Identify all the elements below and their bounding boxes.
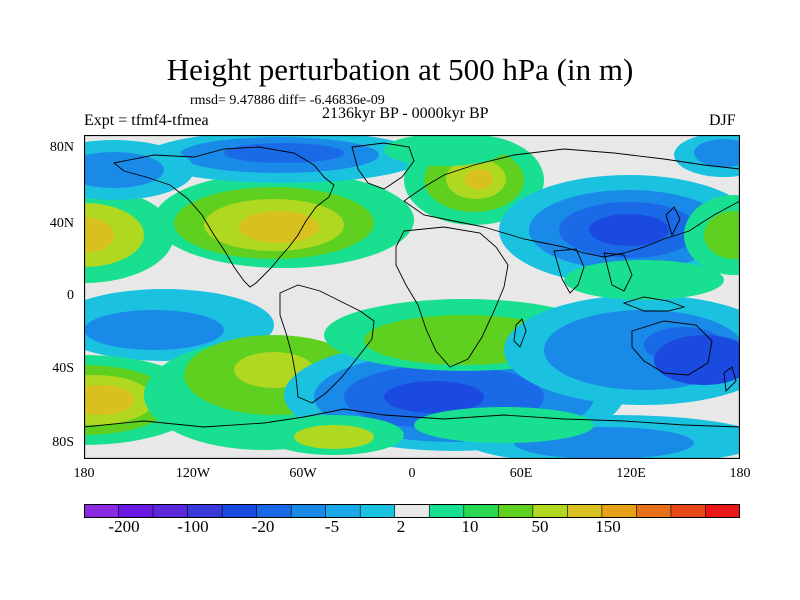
colorbar-cell xyxy=(532,504,569,518)
season-label: DJF xyxy=(709,112,736,129)
colorbar xyxy=(84,504,740,518)
lat-tick-80n: 80N xyxy=(49,140,74,155)
contour-region xyxy=(84,217,114,253)
contour-region xyxy=(589,214,669,246)
colorbar-label-1: -200 xyxy=(108,517,140,536)
colorbar-cell xyxy=(325,504,362,518)
coastlines xyxy=(84,142,740,428)
colorbar-cell xyxy=(187,504,223,518)
contour-region xyxy=(704,211,740,259)
colorbar-cell xyxy=(705,504,740,518)
colorbar-label-2: -100 xyxy=(177,517,209,536)
colorbar-label-4: -5 xyxy=(324,517,340,536)
colorbar-label-5: 2 xyxy=(396,517,406,536)
colorbar-cell xyxy=(394,504,431,518)
colorbar-cell xyxy=(463,504,500,518)
colorbar-cell xyxy=(152,504,189,518)
contour-region xyxy=(564,260,724,300)
map-frame xyxy=(84,135,740,459)
lon-tick-120e: 120E xyxy=(616,466,646,481)
lat-tick-40n: 40N xyxy=(49,216,74,231)
colorbar-cell xyxy=(567,504,603,518)
lon-tick-180w: 180 xyxy=(73,466,95,481)
period-label: 2136kyr BP - 0000kyr BP xyxy=(322,105,489,122)
lat-tick-80s: 80S xyxy=(52,435,74,450)
lon-tick-60e: 60E xyxy=(509,466,533,481)
contour-region xyxy=(294,425,374,449)
colorbar-cell xyxy=(290,504,327,518)
colorbar-cell xyxy=(670,504,707,518)
contour-region xyxy=(654,335,740,385)
colorbar-cell xyxy=(498,504,534,518)
colorbar-cell xyxy=(84,504,120,518)
contour-region xyxy=(384,135,504,166)
contour-region xyxy=(224,143,344,163)
map-panel xyxy=(84,135,740,459)
contour-region xyxy=(465,169,493,189)
contour-region xyxy=(84,385,134,415)
lat-tick-40s: 40S xyxy=(52,361,74,376)
colorbar-cell xyxy=(428,504,465,518)
contour-region xyxy=(84,310,224,350)
colorbar-cell xyxy=(118,504,154,518)
colorbar-cell xyxy=(256,504,292,518)
colorbar-cell xyxy=(359,504,396,518)
colorbar-label-8: 150 xyxy=(595,517,621,536)
colorbar-cell xyxy=(221,504,258,518)
lon-tick-60w: 60W xyxy=(289,466,317,481)
lon-tick-180e: 180 xyxy=(729,466,751,481)
stats-line: rmsd= 9.47886 diff= -6.46836e-09 xyxy=(190,93,385,108)
experiment-label: Expt = tfmf4-tfmea xyxy=(84,112,209,129)
colorbar-label-3: -20 xyxy=(251,517,275,536)
contour-region xyxy=(414,407,594,443)
contour-region xyxy=(694,139,740,167)
contour-field xyxy=(84,135,740,459)
colorbar-label-7: 50 xyxy=(531,517,549,536)
contour-region xyxy=(84,152,164,188)
contour-region xyxy=(384,381,484,413)
colorbar-label-6: 10 xyxy=(461,517,479,536)
chart-title: Height perturbation at 500 hPa (in m) xyxy=(166,52,634,87)
lat-tick-0: 0 xyxy=(67,288,74,303)
lon-tick-120w: 120W xyxy=(175,466,211,481)
colorbar-cell xyxy=(601,504,638,518)
colorbar-cell xyxy=(636,504,672,518)
contour-region xyxy=(239,211,319,243)
lon-tick-0: 0 xyxy=(408,466,416,481)
